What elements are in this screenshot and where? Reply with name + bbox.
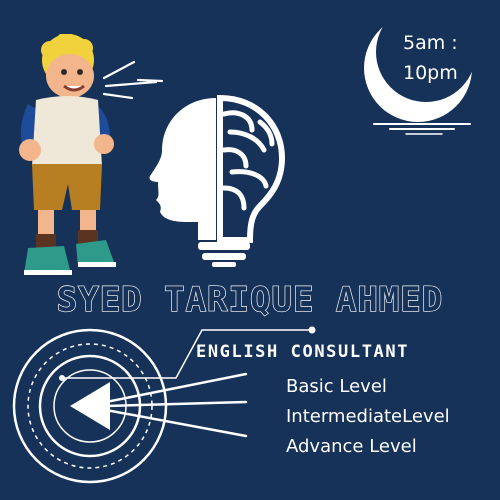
speaking-kid-illustration xyxy=(19,34,164,275)
schedule-hours: 5am : 10pm xyxy=(403,28,473,88)
level-advance: Advance Level xyxy=(286,436,417,457)
crescent-moon-icon xyxy=(364,14,472,135)
schedule-end-time: 10pm xyxy=(403,62,458,84)
schedule-start-time: 5am : xyxy=(403,32,458,54)
level-intermediate: IntermediateLevel xyxy=(286,406,450,427)
consultant-role: ENGLISH CONSULTANT xyxy=(196,342,410,362)
arrow-target-icon xyxy=(12,326,316,484)
level-basic: Basic Level xyxy=(286,376,387,397)
course-levels-list: Basic Level IntermediateLevel Advance Le… xyxy=(286,372,450,462)
consultant-name: SYED TARIQUE AHMED xyxy=(56,279,444,320)
head-brain-bulb-icon xyxy=(149,94,286,267)
